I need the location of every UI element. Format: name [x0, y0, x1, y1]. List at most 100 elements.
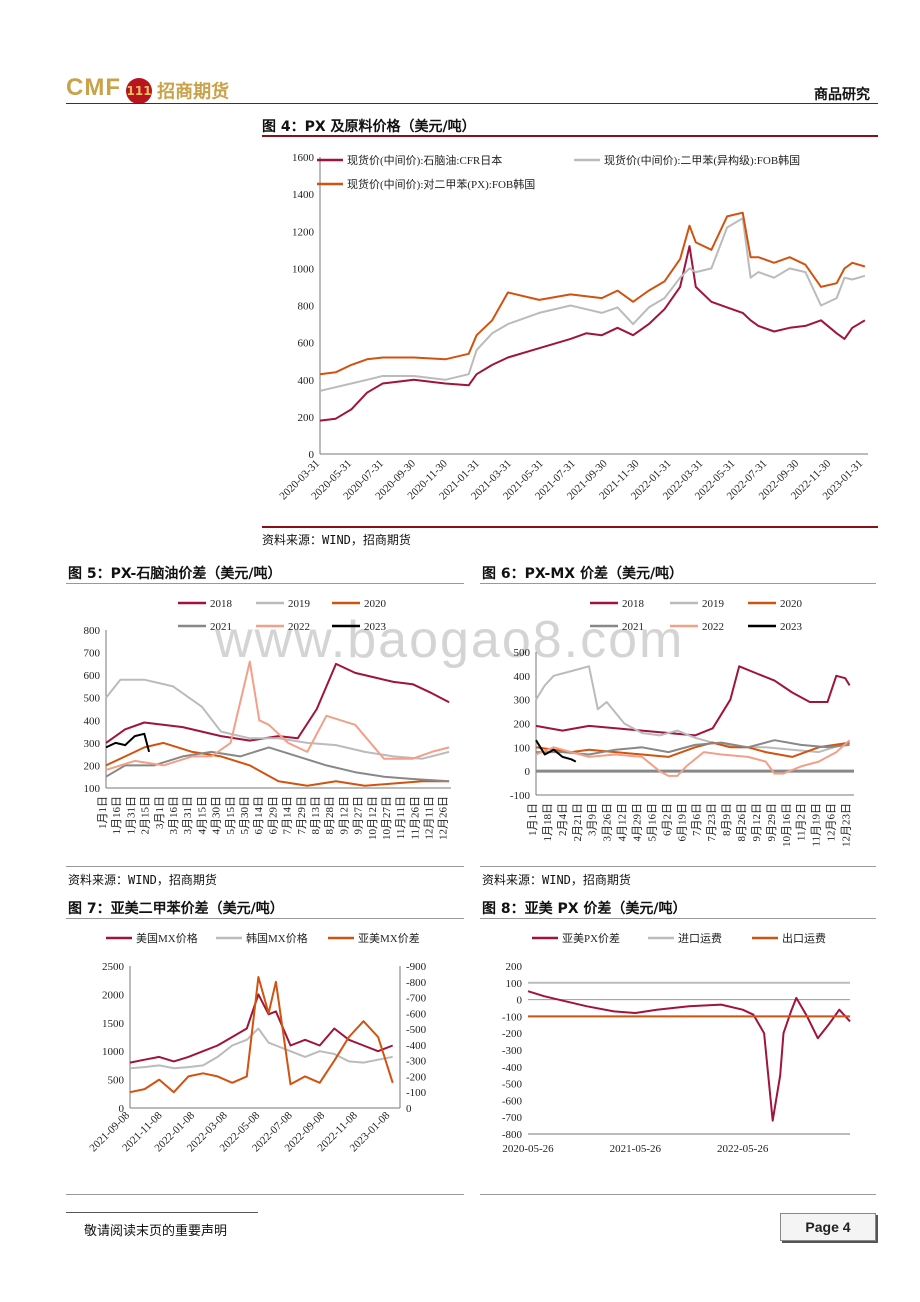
figure-8-title: 图 8：亚美 PX 价差（美元/吨）	[482, 901, 687, 917]
x-tick-label: 8月13日	[310, 796, 322, 835]
y-right-tick-label: -600	[406, 1008, 427, 1020]
x-tick-label: 2月4日	[557, 803, 569, 836]
y-tick-label: 300	[514, 695, 531, 707]
logo-text: CMF	[66, 74, 121, 101]
figure-7-title: 图 7：亚美二甲苯价差（美元/吨）	[68, 901, 284, 917]
x-tick-label: 6月14日	[253, 796, 265, 835]
series-line-3	[129, 976, 394, 1094]
y-tick-label: 400	[298, 375, 315, 387]
figure-6-bottom-rule	[480, 866, 876, 867]
figure-5-top-rule	[66, 583, 464, 584]
legend-label: 现货价(中间价):对二甲苯(PX):FOB韩国	[347, 177, 535, 191]
series-line-1	[319, 245, 866, 422]
x-tick-label: 10月16日	[781, 803, 793, 847]
series-line-4	[536, 739, 850, 756]
x-tick-label: 6月29日	[267, 796, 279, 835]
y-tick-label: 200	[506, 961, 523, 973]
disclaimer-note: 敬请阅读末页的重要声明	[84, 1224, 228, 1239]
x-tick-label: 3月31日	[182, 796, 194, 835]
y-tick-label: 100	[514, 742, 531, 754]
y-tick-label: -100	[502, 1011, 523, 1023]
x-tick-label: 2021-05-26	[610, 1143, 662, 1155]
y-tick-label: -700	[502, 1112, 523, 1124]
series-line-5	[535, 739, 851, 777]
x-tick-label: 7月29日	[296, 796, 308, 835]
y-tick-label: 500	[84, 693, 101, 705]
x-tick-label: 12月26日	[438, 796, 450, 840]
x-tick-label: 3月1日	[154, 796, 166, 829]
series-line-1	[105, 662, 450, 744]
x-tick-label: 2月21日	[572, 803, 584, 842]
y-tick-label: -800	[502, 1129, 523, 1141]
x-tick-label: 11月26日	[409, 796, 421, 840]
x-tick-label: 8月26日	[736, 803, 748, 842]
x-tick-label: 5月16日	[646, 803, 658, 842]
y-tick-label: 600	[298, 338, 315, 350]
y-tick-label: 0	[309, 449, 315, 461]
page-number: Page 4	[780, 1213, 876, 1241]
x-tick-label: 8月9日	[721, 803, 733, 836]
y-tick-label: 0	[119, 1103, 125, 1115]
figure-8-top-rule	[480, 918, 876, 919]
y-tick-label: -400	[502, 1062, 523, 1074]
x-tick-label: 1月1日	[97, 796, 109, 829]
x-tick-label: 3月9日	[587, 803, 599, 836]
x-tick-label: 2022-05-26	[717, 1143, 769, 1155]
x-tick-label: 4月15日	[196, 796, 208, 835]
series-line-2	[105, 678, 450, 760]
figure-5-bottom-rule	[66, 866, 464, 867]
x-tick-label: 12月6日	[826, 803, 838, 842]
x-tick-label: 11月19日	[811, 803, 823, 847]
x-tick-label: 9月27日	[353, 796, 365, 835]
y-tick-label: 800	[84, 625, 101, 637]
legend-label: 亚美MX价差	[358, 931, 420, 945]
legend-label: 2022	[288, 621, 310, 633]
x-tick-label: 3月16日	[168, 796, 180, 835]
y-tick-label: 2500	[102, 961, 125, 973]
legend-label: 2023	[780, 621, 803, 633]
legend-label: 出口运费	[782, 931, 826, 945]
watermark: www.baogao8.com	[215, 611, 685, 669]
figure-7-chart: 0 500 1000 1500 2000 2500 0 -100 -200 -300 -400 -50…	[87, 931, 427, 1154]
x-tick-label: 9月12日	[751, 803, 763, 842]
y-tick-label: 300	[84, 738, 101, 750]
x-tick-label: 9月12日	[338, 796, 350, 835]
y-right-tick-label: -700	[406, 993, 427, 1005]
y-tick-label: 1400	[292, 189, 315, 201]
y-tick-label: 800	[298, 301, 315, 313]
x-tick-label: 4月29日	[632, 803, 644, 842]
figure-5-source: 资料来源：WIND，招商期货	[68, 873, 217, 887]
x-tick-label: 9月29日	[766, 803, 778, 842]
x-tick-label: 11月11日	[395, 796, 407, 839]
y-right-tick-label: -100	[406, 1087, 427, 1099]
series-line-5	[105, 660, 450, 771]
legend-label: 2020	[364, 598, 387, 610]
x-tick-label: 6月2日	[661, 803, 673, 836]
x-tick-label: 1月16日	[111, 796, 123, 835]
y-tick-label: 700	[84, 648, 101, 660]
series-line-3	[319, 211, 866, 376]
chart-area: 100 200 300 400 500 600 700 800 1月1日 1月16日 1月31日 2月…	[84, 598, 451, 840]
x-tick-label: 2月15日	[140, 796, 152, 835]
y-tick-label: 1200	[292, 226, 315, 238]
figure-5-title: 图 5：PX-石脑油价差（美元/吨）	[68, 566, 282, 582]
y-right-tick-label: 0	[406, 1103, 412, 1115]
y-tick-label: -200	[502, 1028, 523, 1040]
figure-6-source: 资料来源：WIND，招商期货	[482, 873, 631, 887]
chart-area: -800 -700 -600 -500 -400 -300 -200 -100 0 100 200 2…	[502, 931, 851, 1155]
figure-6-top-rule	[480, 583, 876, 584]
y-tick-label: 200	[514, 719, 531, 731]
figure-5-chart: 100 200 300 400 500 600 700 800 1月1日 1月16日 1月31日 2月…	[84, 598, 451, 840]
figure-4-title: 图 4：PX 及原料价格（美元/吨）	[262, 119, 476, 135]
series-line-4	[105, 746, 450, 783]
x-tick-label: 7月23日	[706, 803, 718, 842]
figure-7-top-rule	[66, 918, 464, 919]
footer-divider	[66, 1212, 258, 1213]
y-right-tick-label: -900	[406, 961, 427, 973]
series-line-6	[535, 739, 577, 763]
x-tick-label: 7月6日	[691, 803, 703, 836]
figure-6-title: 图 6：PX-MX 价差（美元/吨）	[482, 566, 684, 582]
x-tick-label: 7月14日	[282, 796, 294, 835]
series-line-2	[129, 1027, 393, 1070]
